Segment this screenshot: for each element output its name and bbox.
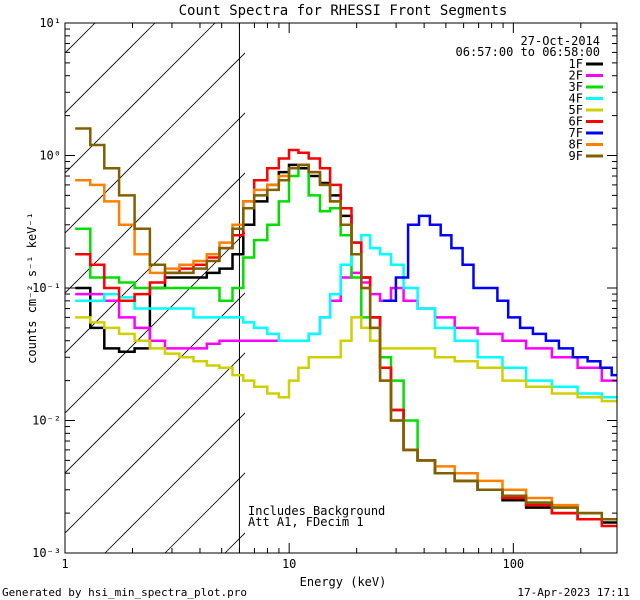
hatched-region <box>65 23 245 553</box>
series-layer <box>75 127 617 528</box>
legend-label-3F: 3F <box>569 80 583 94</box>
x-axis-label: Energy (keV) <box>300 575 387 589</box>
chart-title: Count Spectra for RHESSI Front Segments <box>179 3 508 19</box>
legend-label-8F: 8F <box>569 138 583 152</box>
series-7F <box>382 214 617 377</box>
legend-label-6F: 6F <box>569 115 583 129</box>
hatch-line <box>65 352 245 534</box>
y-tick-label: 10⁻¹ <box>32 281 61 295</box>
y-tick-label: 10⁻³ <box>32 546 61 560</box>
time-range-label: 06:57:00 to 06:58:00 <box>456 45 601 59</box>
annotation-attenuator: Att A1, FDecim 1 <box>248 515 364 529</box>
hatch-line <box>104 412 245 553</box>
hatch-line <box>65 112 245 294</box>
legend-label-2F: 2F <box>569 69 583 83</box>
series-5F <box>75 316 617 403</box>
x-tick-label: 1 <box>61 557 68 571</box>
legend-label-9F: 9F <box>569 149 583 163</box>
series-9F <box>75 127 617 521</box>
legend-label-5F: 5F <box>569 103 583 117</box>
y-tick-label: 10⁰ <box>39 149 61 163</box>
x-tick-label: 10 <box>282 557 296 571</box>
hatch-line <box>65 23 216 174</box>
legend-label-1F: 1F <box>569 57 583 71</box>
y-tick-label: 10⁻² <box>32 414 61 428</box>
x-tick-labels: 1 10 100 <box>61 557 524 571</box>
hatch-line <box>65 52 245 234</box>
y-tick-label: 10¹ <box>39 16 61 30</box>
y-axis-label: counts cm⁻² s⁻¹ keV⁻¹ <box>25 212 39 364</box>
date-label: 27-Oct-2014 <box>521 34 600 48</box>
footer-timestamp: 17-Apr-2023 17:11 <box>517 586 630 599</box>
hatch-line <box>65 232 245 414</box>
legend-label-4F: 4F <box>569 92 583 106</box>
legend-label-7F: 7F <box>569 126 583 140</box>
hatch-line <box>65 292 245 474</box>
hatch-line <box>65 172 245 354</box>
x-tick-label: 100 <box>502 557 524 571</box>
plot-frame <box>64 22 618 554</box>
hatch-line <box>65 23 156 114</box>
series-4F <box>75 234 617 399</box>
annotation-background: Includes Background <box>248 504 385 518</box>
footer-generated-by: Generated by hsi_min_spectra_plot.pro <box>2 586 247 599</box>
y-tick-labels: 10⁻³ 10⁻² 10⁻¹ 10⁰ 10¹ <box>32 16 61 560</box>
